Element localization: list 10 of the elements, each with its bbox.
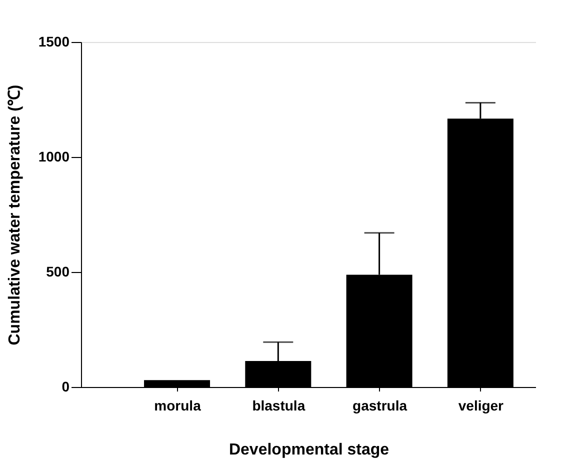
x-axis-title: Developmental stage	[228, 442, 390, 458]
y-tick-label: 1000	[38, 148, 70, 164]
y-axis-title: Cumulative water temperature (℃)	[6, 84, 24, 346]
x-tick-label: gastrula	[352, 398, 408, 414]
x-tick-label: blastula	[252, 398, 306, 414]
y-tick-label: 500	[46, 264, 70, 280]
y-tick-label: 1500	[38, 34, 70, 50]
x-tick-label: morula	[154, 398, 202, 414]
y-tick-label: 0	[62, 378, 70, 394]
x-tick-label: veliger	[458, 398, 504, 414]
